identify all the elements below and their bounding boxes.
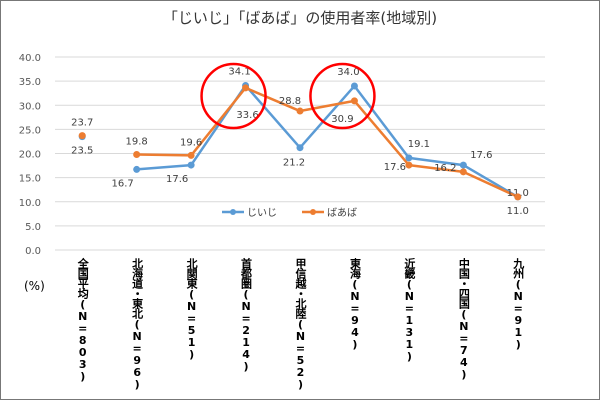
x-category-label: 九州(N=91): [511, 258, 525, 350]
y-tick-label: 25.0: [19, 125, 41, 136]
data-point: [133, 150, 141, 158]
data-label: 19.6: [180, 137, 202, 148]
y-tick-label: 35.0: [19, 77, 41, 88]
data-point: [187, 161, 195, 169]
data-point: [296, 107, 304, 115]
y-tick-label: 15.0: [19, 174, 41, 185]
y-tick-label: 10.0: [19, 198, 41, 209]
x-category-label: 全国平均(N=803): [76, 258, 90, 382]
data-label: 30.9: [331, 114, 353, 125]
x-category-label: 北関東(N=51): [185, 258, 199, 360]
x-category-label: 北海道・東北(N=96): [130, 258, 144, 390]
chart-title: 「じいじ」「ばあば」の使用者率(地域別): [162, 9, 438, 27]
series-line-babaa: [136, 86, 519, 199]
data-label: 17.6: [166, 174, 188, 185]
data-label: 23.5: [71, 146, 93, 157]
data-label: 21.2: [283, 158, 305, 169]
data-point: [78, 132, 86, 140]
y-tick-label: 5.0: [25, 222, 41, 233]
highlight-circle: [200, 62, 267, 130]
data-label: 17.6: [470, 150, 492, 161]
y-tick-label: 20.0: [19, 150, 41, 161]
data-point: [405, 161, 413, 169]
legend-marker: [230, 209, 236, 215]
data-label: 16.7: [112, 178, 134, 189]
data-label: 17.6: [384, 162, 406, 173]
data-label: 34.0: [337, 67, 359, 78]
x-category-label: 近畿(N=131): [402, 258, 416, 362]
series-line-jiiji: [136, 84, 519, 199]
data-point: [405, 154, 413, 162]
legend-label: ばあば: [327, 207, 357, 219]
data-label: 19.8: [126, 136, 148, 147]
data-point: [242, 84, 250, 92]
data-point: [350, 97, 358, 105]
data-point: [514, 193, 522, 201]
data-label: 19.1: [408, 139, 430, 150]
legend-label: じいじ: [247, 207, 277, 219]
data-point: [133, 165, 141, 173]
x-category-label: 中国・四国(N=74): [457, 258, 471, 380]
data-point: [350, 82, 358, 90]
data-label: 33.6: [236, 110, 258, 121]
legend-marker: [310, 209, 316, 215]
data-point: [187, 151, 195, 159]
y-tick-label: 30.0: [19, 101, 41, 112]
highlight-circle: [309, 62, 376, 130]
data-label: 34.1: [228, 66, 250, 77]
data-label: 16.2: [434, 163, 456, 174]
y-tick-label: 40.0: [19, 53, 41, 64]
x-category-label: 首都圏(N=214): [239, 258, 253, 372]
y-tick-label: 0.0: [25, 246, 41, 257]
data-label: 11.0: [507, 206, 529, 217]
x-category-label: 東海(N=94): [348, 258, 362, 350]
data-label: 23.7: [71, 118, 93, 129]
data-point: [296, 144, 304, 152]
y-axis-unit: (%): [24, 279, 45, 293]
data-point: [459, 168, 467, 176]
data-label: 28.8: [279, 96, 301, 107]
data-point: [459, 161, 467, 169]
x-category-label: 甲信越・北陸(N=52): [294, 258, 307, 390]
